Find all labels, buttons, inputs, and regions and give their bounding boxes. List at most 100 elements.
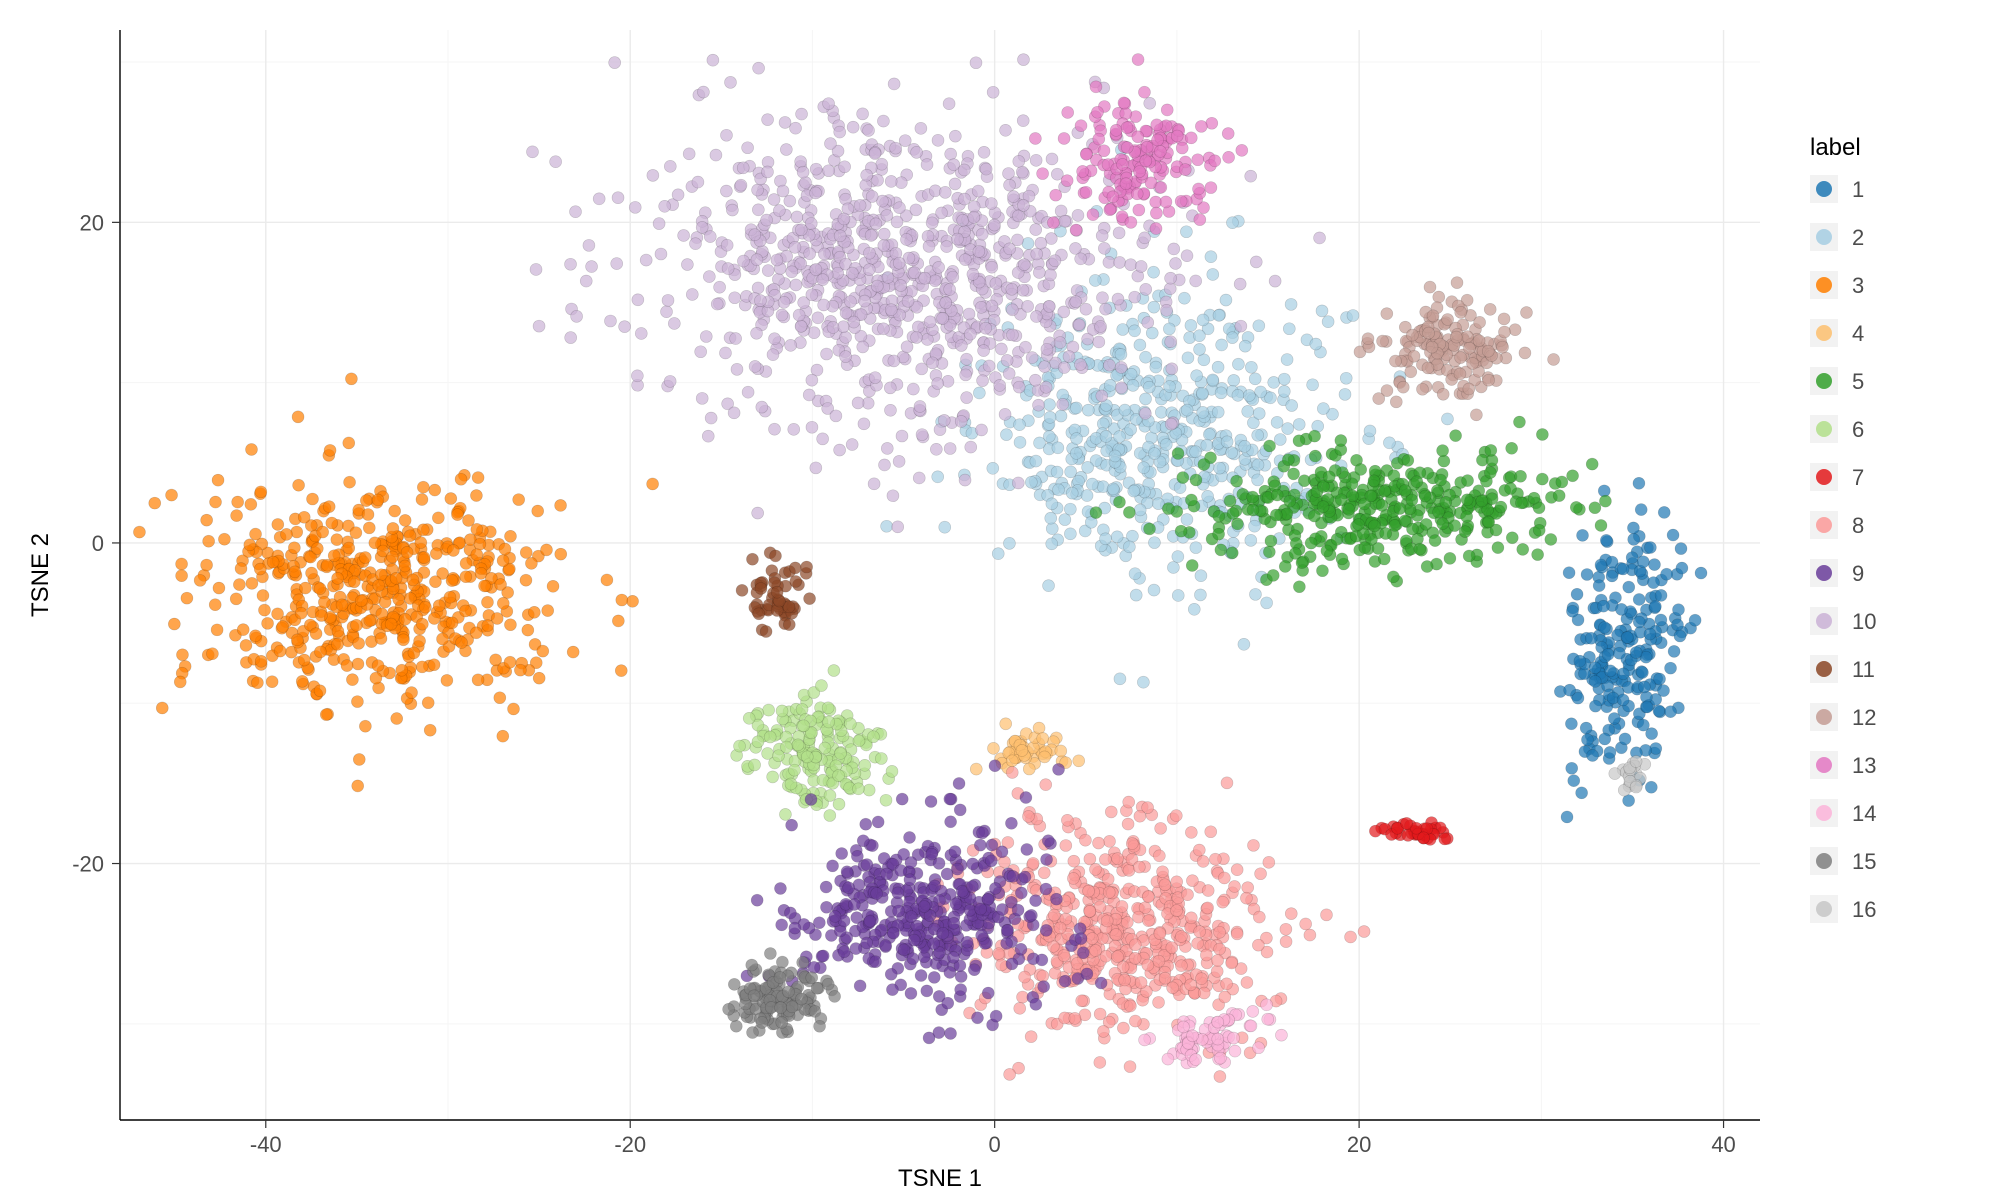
scatter-point	[1419, 490, 1431, 502]
scatter-point	[681, 259, 693, 271]
scatter-point	[1253, 320, 1265, 332]
scatter-point	[1066, 487, 1078, 499]
scatter-point	[1336, 553, 1348, 565]
scatter-point	[1030, 224, 1042, 236]
scatter-point	[289, 566, 301, 578]
scatter-point	[1536, 428, 1548, 440]
scatter-point	[1235, 320, 1247, 332]
scatter-point	[1505, 483, 1517, 495]
scatter-point	[1309, 430, 1321, 442]
scatter-point	[866, 190, 878, 202]
scatter-point	[1450, 331, 1462, 343]
scatter-point	[700, 330, 712, 342]
scatter-point	[814, 1020, 826, 1032]
scatter-point	[372, 660, 384, 672]
scatter-point	[1649, 600, 1661, 612]
scatter-point	[1190, 1054, 1202, 1066]
scatter-point	[1160, 196, 1172, 208]
scatter-point	[655, 248, 667, 260]
scatter-point	[775, 1002, 787, 1014]
legend-item-label: 3	[1852, 273, 1864, 298]
scatter-point	[1461, 511, 1473, 523]
scatter-point	[1581, 734, 1593, 746]
scatter-point	[1093, 837, 1105, 849]
scatter-point	[1050, 189, 1062, 201]
scatter-point	[1060, 840, 1072, 852]
scatter-point	[1655, 614, 1667, 626]
scatter-point	[209, 599, 221, 611]
scatter-point	[1055, 410, 1067, 422]
scatter-point	[1653, 705, 1665, 717]
scatter-point	[1052, 442, 1064, 454]
scatter-point	[1185, 132, 1197, 144]
scatter-point	[1668, 645, 1680, 657]
scatter-point	[1414, 543, 1426, 555]
scatter-point	[1288, 468, 1300, 480]
scatter-point	[896, 793, 908, 805]
scatter-point	[1586, 458, 1598, 470]
scatter-point	[968, 201, 980, 213]
scatter-point	[495, 579, 507, 591]
scatter-point	[299, 582, 311, 594]
scatter-point	[1181, 514, 1193, 526]
scatter-point	[752, 282, 764, 294]
scatter-point	[872, 816, 884, 828]
scatter-point	[1083, 885, 1095, 897]
scatter-point	[1212, 1033, 1224, 1045]
scatter-point	[1462, 475, 1474, 487]
scatter-point	[1070, 224, 1082, 236]
scatter-point	[1226, 217, 1238, 229]
scatter-point	[1263, 546, 1275, 558]
scatter-point	[612, 192, 624, 204]
scatter-point	[1219, 991, 1231, 1003]
scatter-point	[1150, 223, 1162, 235]
scatter-point	[1001, 354, 1013, 366]
scatter-point	[1140, 393, 1152, 405]
scatter-point	[1118, 97, 1130, 109]
scatter-point	[1368, 475, 1380, 487]
scatter-point	[892, 887, 904, 899]
scatter-point	[1065, 466, 1077, 478]
scatter-point	[1134, 339, 1146, 351]
scatter-point	[1606, 556, 1618, 568]
scatter-point	[1215, 387, 1227, 399]
scatter-point	[916, 363, 928, 375]
scatter-point	[206, 648, 218, 660]
scatter-point	[719, 347, 731, 359]
scatter-point	[891, 216, 903, 228]
scatter-point	[976, 228, 988, 240]
scatter-point	[918, 900, 930, 912]
scatter-point	[267, 556, 279, 568]
scatter-point	[1029, 374, 1041, 386]
scatter-point	[810, 163, 822, 175]
legend-key-dot	[1816, 421, 1832, 437]
scatter-point	[828, 665, 840, 677]
scatter-point	[990, 1010, 1002, 1022]
scatter-point	[1427, 310, 1439, 322]
scatter-point	[1320, 909, 1332, 921]
scatter-point	[913, 472, 925, 484]
scatter-point	[769, 333, 781, 345]
scatter-point	[1143, 381, 1155, 393]
scatter-point	[1615, 603, 1627, 615]
scatter-point	[1121, 142, 1133, 154]
scatter-point	[393, 593, 405, 605]
scatter-point	[806, 374, 818, 386]
scatter-point	[1107, 483, 1119, 495]
scatter-point	[926, 848, 938, 860]
scatter-point	[254, 563, 266, 575]
scatter-point	[1132, 131, 1144, 143]
scatter-point	[430, 548, 442, 560]
scatter-point	[1148, 537, 1160, 549]
scatter-point	[482, 620, 494, 632]
scatter-point	[1103, 359, 1115, 371]
scatter-point	[432, 512, 444, 524]
scatter-point	[1564, 684, 1576, 696]
scatter-point	[720, 185, 732, 197]
scatter-point	[1568, 775, 1580, 787]
scatter-point	[1153, 996, 1165, 1008]
scatter-point	[1186, 1030, 1198, 1042]
scatter-point	[336, 599, 348, 611]
scatter-point	[1461, 331, 1473, 343]
scatter-point	[795, 156, 807, 168]
